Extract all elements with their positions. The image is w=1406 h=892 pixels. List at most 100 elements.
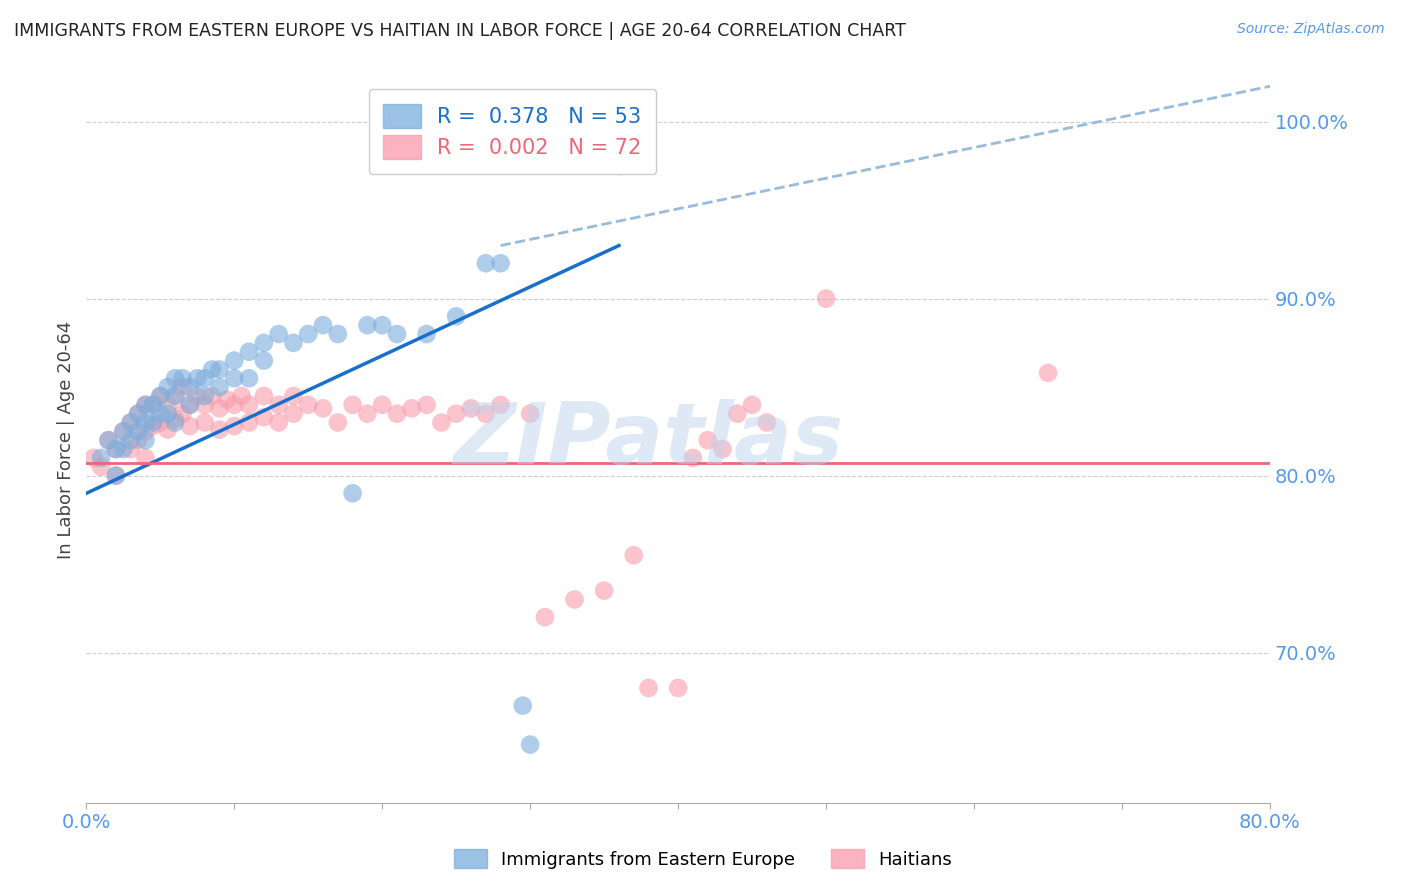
Point [142, 398, 165, 412]
Point [142, 398, 165, 412]
Point [134, 434, 156, 448]
Point [97, 434, 120, 448]
Point [156, 380, 179, 394]
Point [112, 425, 135, 439]
Point [127, 407, 149, 421]
Point [201, 389, 224, 403]
Point [519, 407, 541, 421]
Point [564, 592, 586, 607]
Point [194, 398, 217, 412]
Point [179, 398, 201, 412]
Point [127, 425, 149, 439]
Point [755, 416, 778, 430]
Point [342, 398, 364, 412]
Point [127, 434, 149, 448]
Point [534, 610, 557, 624]
Point [134, 450, 156, 465]
Point [253, 353, 276, 368]
Point [186, 371, 208, 385]
Point [356, 407, 378, 421]
Point [172, 407, 194, 421]
Point [489, 256, 512, 270]
Point [120, 416, 142, 430]
Point [134, 398, 156, 412]
Point [179, 380, 201, 394]
Point [208, 401, 231, 416]
Legend: R =  0.378   N = 53, R =  0.002   N = 72: R = 0.378 N = 53, R = 0.002 N = 72 [368, 89, 657, 174]
Text: Source: ZipAtlas.com: Source: ZipAtlas.com [1237, 22, 1385, 37]
Point [267, 398, 290, 412]
Point [267, 416, 290, 430]
Point [156, 407, 179, 421]
Point [186, 389, 208, 403]
Point [283, 335, 305, 350]
Point [312, 318, 335, 333]
Point [1036, 366, 1059, 380]
Point [208, 362, 231, 376]
Point [444, 407, 467, 421]
Point [104, 468, 127, 483]
Point [224, 398, 246, 412]
Point [430, 416, 453, 430]
Point [607, 159, 630, 173]
Point [149, 389, 172, 403]
Point [238, 344, 260, 359]
Point [238, 371, 260, 385]
Point [104, 442, 127, 456]
Point [342, 486, 364, 500]
Point [326, 326, 349, 341]
Point [90, 459, 112, 474]
Point [711, 442, 734, 456]
Point [475, 256, 498, 270]
Point [637, 681, 659, 695]
Point [172, 380, 194, 394]
Point [134, 398, 156, 412]
Point [149, 389, 172, 403]
Point [156, 398, 179, 412]
Point [444, 310, 467, 324]
Point [134, 425, 156, 439]
Point [224, 419, 246, 434]
Point [156, 423, 179, 437]
Point [371, 398, 394, 412]
Point [267, 326, 290, 341]
Point [165, 389, 187, 403]
Point [127, 407, 149, 421]
Point [415, 398, 437, 412]
Point [165, 416, 187, 430]
Point [512, 698, 534, 713]
Point [112, 425, 135, 439]
Point [224, 371, 246, 385]
Y-axis label: In Labor Force | Age 20-64: In Labor Force | Age 20-64 [58, 321, 75, 559]
Point [165, 412, 187, 426]
Point [666, 681, 689, 695]
Point [97, 434, 120, 448]
Point [172, 371, 194, 385]
Point [682, 450, 704, 465]
Point [815, 292, 838, 306]
Point [489, 398, 512, 412]
Point [297, 398, 319, 412]
Point [142, 419, 165, 434]
Point [356, 318, 378, 333]
Point [385, 407, 408, 421]
Point [179, 398, 201, 412]
Point [401, 401, 423, 416]
Point [179, 419, 201, 434]
Point [165, 389, 187, 403]
Point [623, 548, 645, 562]
Point [208, 423, 231, 437]
Point [326, 416, 349, 430]
Point [696, 434, 718, 448]
Point [725, 407, 748, 421]
Point [283, 389, 305, 403]
Point [283, 407, 305, 421]
Point [201, 362, 224, 376]
Point [238, 416, 260, 430]
Text: ZIPatlas: ZIPatlas [453, 399, 844, 482]
Point [149, 416, 172, 430]
Point [460, 401, 482, 416]
Point [253, 410, 276, 425]
Point [215, 392, 238, 407]
Point [593, 583, 616, 598]
